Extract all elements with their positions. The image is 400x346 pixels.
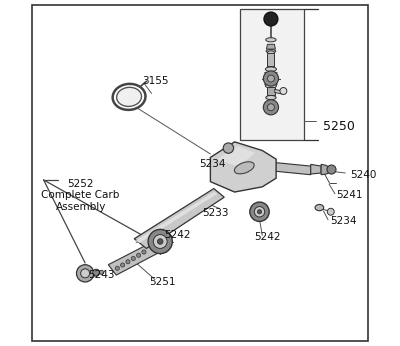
Circle shape [264,12,278,26]
Polygon shape [266,44,276,49]
Circle shape [223,143,234,153]
Polygon shape [136,192,217,243]
Circle shape [115,266,119,270]
Polygon shape [275,89,283,94]
Text: 5243: 5243 [88,270,115,280]
Circle shape [99,270,104,274]
Text: 5252
Complete Carb
Assembly: 5252 Complete Carb Assembly [42,179,120,212]
Polygon shape [321,164,330,175]
Circle shape [250,202,269,221]
Circle shape [81,269,90,278]
Ellipse shape [234,162,254,174]
Circle shape [148,229,172,254]
Polygon shape [267,87,275,95]
Text: 5233: 5233 [202,208,229,218]
Circle shape [327,208,334,215]
Circle shape [93,269,100,276]
Polygon shape [108,242,160,275]
Text: 3155: 3155 [142,76,168,86]
Text: 5234: 5234 [199,160,225,169]
Ellipse shape [266,95,276,100]
Circle shape [327,165,336,174]
Ellipse shape [315,204,324,211]
Ellipse shape [265,83,276,88]
Text: 5242: 5242 [164,230,191,240]
Circle shape [280,88,287,94]
Circle shape [126,260,130,264]
Polygon shape [217,146,255,167]
Polygon shape [268,53,274,66]
Ellipse shape [268,51,274,54]
Text: 5241: 5241 [337,191,363,200]
Text: 5251: 5251 [149,277,175,287]
Circle shape [254,207,265,217]
Circle shape [263,100,278,115]
Ellipse shape [266,49,276,53]
Circle shape [263,71,278,86]
Ellipse shape [265,67,276,72]
Polygon shape [311,164,321,174]
Circle shape [142,250,146,254]
Polygon shape [240,9,304,140]
Circle shape [268,104,274,111]
Ellipse shape [268,64,274,67]
Circle shape [120,263,125,267]
Text: 5240: 5240 [350,170,377,180]
Ellipse shape [266,38,276,42]
Polygon shape [276,163,311,175]
Polygon shape [210,142,276,192]
Text: 5250: 5250 [323,120,355,133]
Text: 5234: 5234 [330,217,356,226]
Circle shape [136,253,141,257]
Circle shape [258,210,262,214]
Circle shape [268,75,274,82]
Circle shape [153,235,167,248]
Polygon shape [134,189,224,248]
Circle shape [158,239,163,244]
Circle shape [76,265,94,282]
Text: 5242: 5242 [254,232,281,242]
Circle shape [131,256,135,261]
Ellipse shape [117,87,142,107]
